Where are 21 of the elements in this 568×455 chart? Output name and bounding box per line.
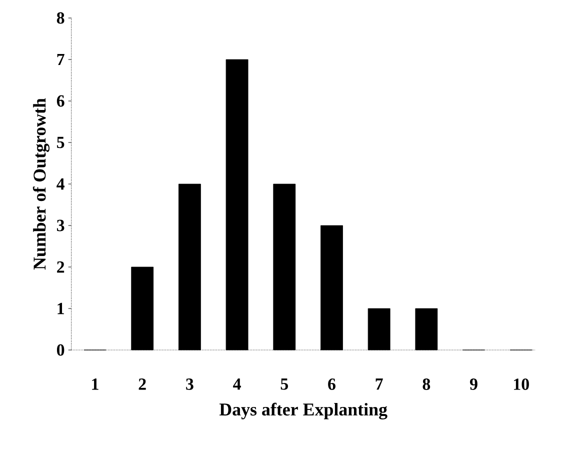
y-tick-label: 4 <box>56 178 64 190</box>
y-tick-label: 2 <box>57 261 64 273</box>
x-tick-label: 8 <box>422 378 430 390</box>
x-tick-label: 10 <box>514 378 529 390</box>
x-tick-label: 1 <box>92 378 98 390</box>
y-tick-label: 0 <box>56 344 64 356</box>
y-tick-label: 3 <box>56 220 64 232</box>
x-tick-label: 2 <box>138 378 146 390</box>
y-tick-label: 1 <box>58 302 64 314</box>
x-tick-label: 3 <box>186 378 194 390</box>
x-tick-label: 7 <box>376 378 383 390</box>
y-tick-label: 6 <box>56 95 64 107</box>
x-tick-label: 9 <box>470 378 478 390</box>
y-tick-label: 5 <box>57 136 64 148</box>
x-axis-title: Days after Explanting <box>219 402 388 420</box>
x-tick-label: 4 <box>233 378 241 390</box>
x-tick-label: 5 <box>280 378 288 390</box>
x-tick-label: 6 <box>328 378 336 390</box>
y-tick-label: 7 <box>57 54 64 66</box>
y-axis-title: Number of Outgrowth <box>32 98 50 270</box>
y-tick-label: 8 <box>56 12 64 24</box>
